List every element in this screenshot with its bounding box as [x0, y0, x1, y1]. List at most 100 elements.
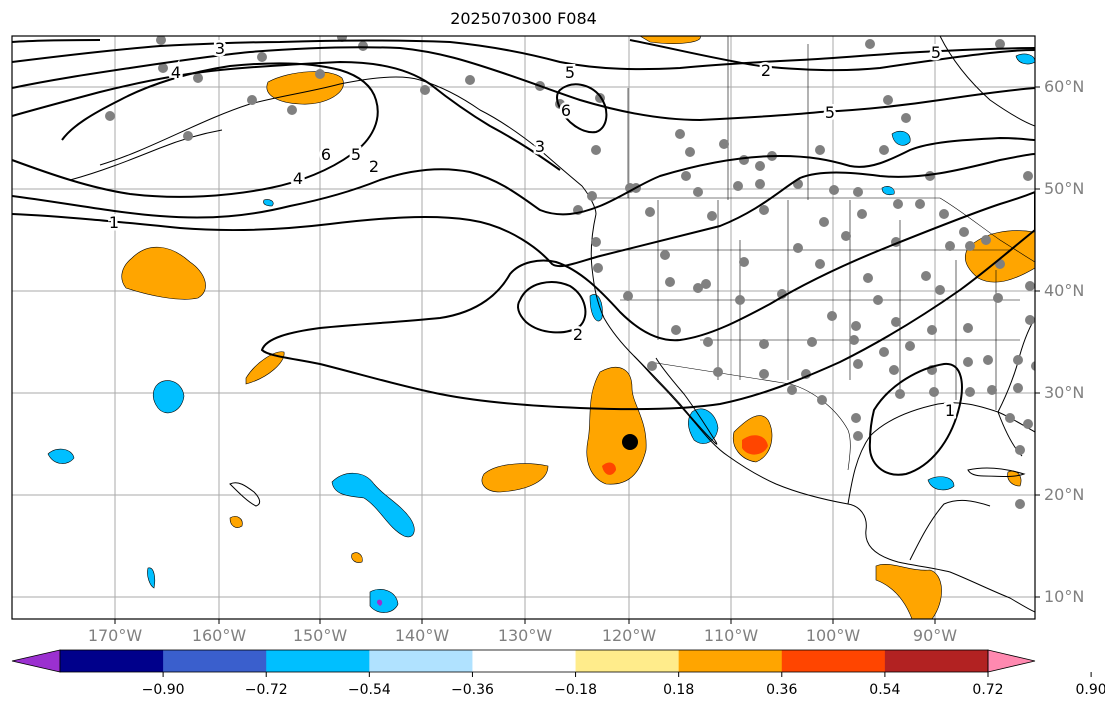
station-dot: [587, 191, 597, 201]
latitude-label: 10°N: [1044, 587, 1085, 606]
longitude-label: 170°W: [87, 626, 143, 645]
station-dot: [739, 155, 749, 165]
colorbar-segment: [575, 650, 680, 672]
anomaly-fills: [47, 36, 1035, 619]
station-dot: [681, 171, 691, 181]
contour-line: [12, 39, 101, 43]
coastline-baja: [633, 355, 718, 445]
station-dot: [905, 341, 915, 351]
station-dot: [1025, 281, 1035, 291]
station-dot: [1031, 361, 1035, 371]
anomaly-positive-region: [875, 564, 942, 619]
station-dot: [851, 321, 861, 331]
colorbar-segment: [163, 650, 267, 672]
station-dot: [755, 179, 765, 189]
highlight-point: [622, 434, 638, 450]
station-dot: [693, 283, 703, 293]
colorbar-segment: [266, 650, 370, 672]
station-dot: [889, 365, 899, 375]
station-dot: [927, 325, 937, 335]
anomaly-positive-region: [121, 246, 206, 300]
anomaly-negative-region: [927, 476, 955, 491]
station-dot: [701, 279, 711, 289]
station-dot: [879, 347, 889, 357]
station-dot: [921, 271, 931, 281]
longitude-label: 150°W: [292, 626, 348, 645]
station-dot: [1025, 315, 1035, 325]
contour-label: 3: [945, 401, 955, 420]
colorbar-tick-label: 0.36: [766, 682, 798, 698]
station-dot: [945, 241, 955, 251]
station-dot: [665, 277, 675, 287]
station-dot: [857, 209, 867, 219]
station-dot: [287, 105, 297, 115]
colorbar-segment: [472, 650, 577, 672]
station-dot: [703, 337, 713, 347]
coastline-aleutians: [69, 129, 223, 181]
contour-label: 5: [351, 145, 361, 164]
station-dot: [420, 85, 430, 95]
station-markers: [105, 36, 1035, 509]
contour-line: [556, 83, 608, 134]
coastline-hudson: [939, 36, 1035, 127]
station-dot: [358, 41, 368, 51]
latitude-label: 50°N: [1044, 179, 1085, 198]
station-dot: [959, 227, 969, 237]
anomaly-negative-region: [147, 567, 156, 589]
colorbar-segment: [781, 650, 886, 672]
coastline-west-coast: [590, 213, 1035, 613]
station-dot: [671, 325, 681, 335]
contour-label: 6: [321, 145, 331, 164]
colorbar-tick-label: −0.90: [141, 682, 185, 698]
border-us-mexico: [649, 361, 851, 471]
contour-lines: [12, 39, 1035, 476]
colorbar-tick-label: −0.72: [244, 682, 288, 698]
latitude-label: 30°N: [1044, 383, 1085, 402]
station-dot: [849, 335, 859, 345]
anomaly-negative-region: [1015, 53, 1035, 65]
longitude-label: 160°W: [191, 626, 247, 645]
longitude-label: 120°W: [601, 626, 657, 645]
station-dot: [993, 293, 1003, 303]
anomaly-negative-region: [152, 380, 185, 414]
colorbar-outline: [59, 649, 989, 673]
colorbar-tick-label: 0.72: [972, 682, 1004, 698]
station-dot: [865, 39, 875, 49]
station-dot: [1023, 171, 1033, 181]
anomaly-negative-region: [881, 186, 895, 196]
station-dot: [829, 185, 839, 195]
coastline-cuba: [967, 467, 1026, 477]
station-dot: [1013, 355, 1023, 365]
longitude-label: 140°W: [394, 626, 450, 645]
colorbar-tick-label: −0.54: [347, 682, 391, 698]
station-dot: [1005, 413, 1015, 423]
station-dot: [827, 311, 837, 321]
contour-label: 1: [945, 401, 955, 420]
station-dot: [759, 205, 769, 215]
station-dot: [807, 337, 817, 347]
station-dot: [901, 113, 911, 123]
contour-label: 6: [561, 101, 571, 120]
anomaly-strong-positive-region: [602, 462, 616, 475]
contour-line: [12, 136, 1035, 219]
colorbar-segment: [60, 650, 164, 672]
station-dot: [713, 367, 723, 377]
contour-line: [260, 190, 1035, 411]
station-dot: [929, 387, 939, 397]
contour-label: 4: [171, 63, 181, 82]
station-dot: [591, 145, 601, 155]
station-dot: [915, 199, 925, 209]
anomaly-negative-region: [376, 599, 383, 606]
contour-label: 3: [535, 137, 545, 156]
station-dot: [983, 355, 993, 365]
anomaly-positive-region: [481, 463, 549, 493]
station-dot: [819, 217, 829, 227]
station-dot: [685, 147, 695, 157]
contour-label: 6: [561, 101, 571, 120]
contour-label: 5: [565, 63, 575, 82]
station-dot: [707, 211, 717, 221]
contour-label: 5: [931, 43, 941, 62]
station-dot: [873, 295, 883, 305]
